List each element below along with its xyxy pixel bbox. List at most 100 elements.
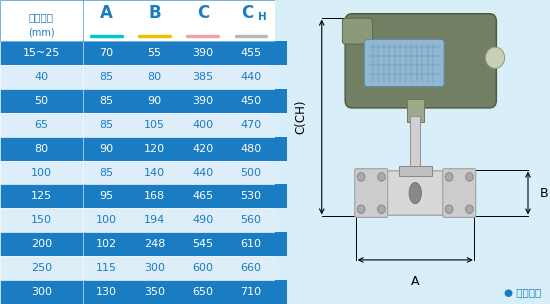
Bar [0,113,275,137]
Text: A: A [100,4,113,22]
Text: 650: 650 [192,287,213,297]
FancyBboxPatch shape [345,14,496,108]
FancyBboxPatch shape [383,171,448,215]
Text: C: C [241,4,253,22]
Text: 600: 600 [192,263,213,273]
Text: 200: 200 [31,239,52,249]
Bar [410,116,420,195]
Ellipse shape [409,182,421,204]
Bar [0,65,275,89]
Ellipse shape [377,205,386,213]
Text: H: H [257,12,266,22]
Text: 660: 660 [240,263,261,273]
Bar [399,166,432,176]
Bar [275,185,287,208]
Bar [0,232,275,256]
Text: 545: 545 [192,239,213,249]
Text: 440: 440 [192,168,213,178]
Bar [0,137,275,161]
Text: 65: 65 [34,120,48,130]
Ellipse shape [465,173,473,181]
Text: 250: 250 [31,263,52,273]
FancyBboxPatch shape [443,169,476,217]
Bar [0,89,275,113]
Ellipse shape [358,173,365,181]
Bar [0,41,275,65]
Bar [407,99,424,122]
Bar [275,232,287,256]
Text: 102: 102 [96,239,117,249]
Text: 仪表口径: 仪表口径 [29,12,54,22]
Text: 455: 455 [240,48,261,58]
Text: 85: 85 [100,168,114,178]
Bar [275,137,287,161]
Ellipse shape [465,205,473,213]
Text: 130: 130 [96,287,117,297]
Text: 55: 55 [148,48,162,58]
Text: 385: 385 [192,72,213,82]
Bar [0,0,275,41]
Text: 15~25: 15~25 [23,48,60,58]
Text: 470: 470 [240,120,262,130]
Text: 480: 480 [240,143,262,154]
FancyBboxPatch shape [364,40,444,87]
Ellipse shape [377,173,386,181]
Bar [275,41,287,65]
Ellipse shape [358,205,365,213]
Text: 390: 390 [192,96,213,106]
Text: 610: 610 [240,239,261,249]
Bar [0,208,275,232]
Text: 150: 150 [31,215,52,225]
Bar [0,256,275,280]
Text: 194: 194 [144,215,166,225]
Text: 80: 80 [147,72,162,82]
Ellipse shape [445,205,453,213]
Bar [275,89,287,113]
Text: 420: 420 [192,143,213,154]
Text: A: A [411,275,420,288]
Text: 80: 80 [34,143,48,154]
Text: 100: 100 [31,168,52,178]
Text: 168: 168 [144,192,165,202]
Text: 85: 85 [100,96,114,106]
FancyBboxPatch shape [355,169,388,217]
Bar [0,185,275,208]
Text: 50: 50 [34,96,48,106]
Text: 95: 95 [100,192,114,202]
Text: 465: 465 [192,192,213,202]
Text: 115: 115 [96,263,117,273]
Text: 300: 300 [31,287,52,297]
Text: B: B [540,187,549,199]
Text: 100: 100 [96,215,117,225]
Text: 450: 450 [240,96,261,106]
Text: 120: 120 [144,143,165,154]
Ellipse shape [445,173,453,181]
Text: 710: 710 [240,287,261,297]
Text: 560: 560 [240,215,261,225]
Text: C(CH): C(CH) [295,100,307,134]
Text: 40: 40 [34,72,48,82]
Text: 105: 105 [144,120,165,130]
Text: 350: 350 [144,287,165,297]
Bar [0,280,275,304]
Text: 390: 390 [192,48,213,58]
Bar [0,161,275,185]
Text: (mm): (mm) [28,28,54,38]
Text: 248: 248 [144,239,166,249]
Text: 70: 70 [100,48,114,58]
FancyBboxPatch shape [342,18,373,44]
Bar [275,280,287,304]
Text: 85: 85 [100,72,114,82]
Text: 140: 140 [144,168,165,178]
Text: 90: 90 [100,143,114,154]
Text: 90: 90 [147,96,162,106]
Text: 85: 85 [100,120,114,130]
Text: 400: 400 [192,120,213,130]
Text: C: C [197,4,209,22]
Text: ● 常规仪表: ● 常规仪表 [504,287,542,297]
Text: 500: 500 [240,168,261,178]
Ellipse shape [485,47,505,68]
Text: 530: 530 [240,192,261,202]
Text: 490: 490 [192,215,213,225]
Text: 440: 440 [240,72,262,82]
